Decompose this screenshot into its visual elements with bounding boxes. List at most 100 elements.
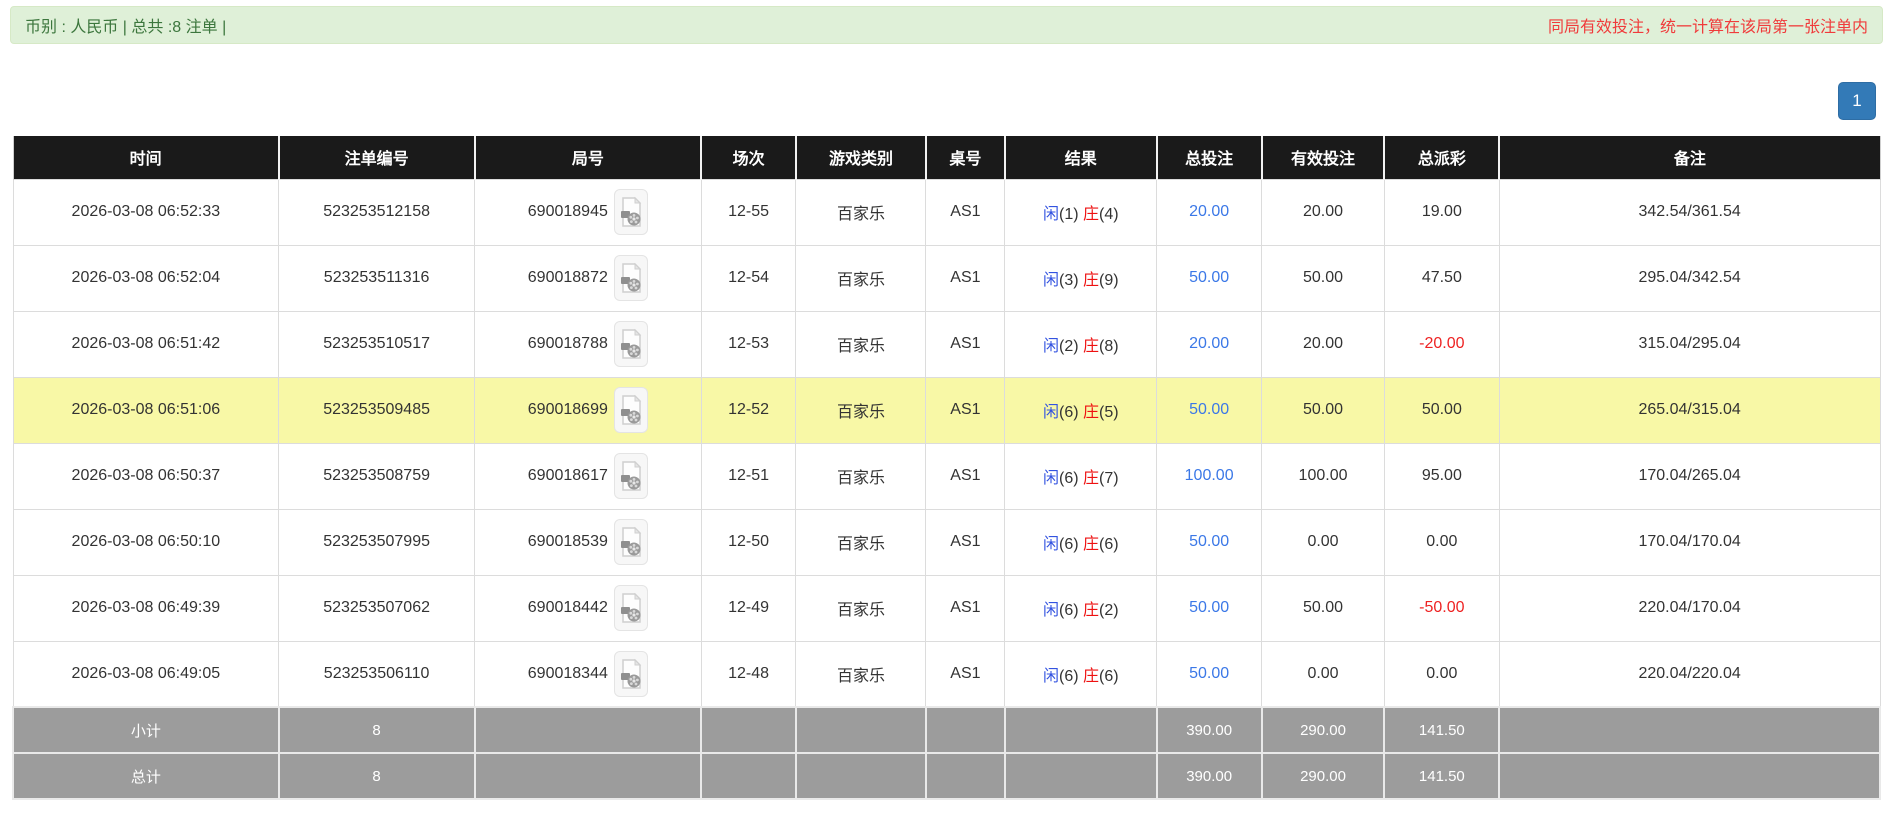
payout: 50.00 (1383, 376, 1500, 444)
col-header-total-bet: 总投注 (1155, 136, 1263, 179)
total-bet-cell: 50.00 (1156, 244, 1263, 312)
result-banker-label: 庄 (1083, 602, 1100, 619)
bet-record-row[interactable]: 2026-03-08 06:51:06 523253509485 6900186… (12, 376, 1881, 444)
video-replay-button[interactable] (613, 321, 648, 367)
game-type: 百家乐 (795, 376, 927, 444)
game-type: 百家乐 (795, 442, 927, 510)
film-file-icon (620, 196, 642, 227)
table-no: AS1 (925, 376, 1006, 444)
bet-time: 2026-03-08 06:51:06 (12, 376, 280, 444)
film-file-icon (620, 262, 642, 293)
total-bet-link[interactable]: 20.00 (1189, 203, 1230, 220)
total-bet-cell: 100.00 (1156, 442, 1263, 510)
table-no: AS1 (925, 640, 1006, 708)
result-banker-label: 庄 (1083, 404, 1100, 421)
col-header-game-type: 游戏类别 (794, 136, 927, 179)
subtotal-row: 小计 8 390.00 290.00 141.50 (12, 706, 1881, 754)
film-file-icon (620, 328, 642, 359)
total-bet-link[interactable]: 50.00 (1189, 401, 1230, 418)
table-header-row: 时间 注单编号 局号 场次 游戏类别 桌号 结果 总投注 有效投注 总派彩 备注 (12, 136, 1881, 179)
game-type: 百家乐 (795, 178, 927, 246)
remark: 315.04/295.04 (1498, 310, 1881, 378)
result-banker-label: 庄 (1083, 272, 1100, 289)
table-no: AS1 (925, 310, 1006, 378)
col-header-bet-id: 注单编号 (277, 136, 476, 179)
bet-record-row[interactable]: 2026-03-08 06:52:33 523253512158 6900189… (12, 178, 1881, 246)
game-no: 690018945 (527, 203, 608, 220)
total-bet-cell: 50.00 (1156, 574, 1263, 642)
total-bet-link[interactable]: 50.00 (1189, 533, 1230, 550)
total-bet-cell: 50.00 (1156, 640, 1263, 708)
bet-record-row[interactable]: 2026-03-08 06:52:04 523253511316 6900188… (12, 244, 1881, 312)
game-no-cell: 690018617 (474, 442, 702, 510)
valid-bet: 50.00 (1261, 574, 1385, 642)
bet-time: 2026-03-08 06:50:37 (12, 442, 280, 510)
game-type: 百家乐 (795, 640, 927, 708)
page-1-button[interactable]: 1 (1838, 82, 1876, 120)
subtotal-payout: 141.50 (1383, 706, 1501, 754)
bet-time: 2026-03-08 06:52:33 (12, 178, 280, 246)
same-round-notice-text: 同局有效投注，统一计算在该局第一张注单内 (1547, 19, 1868, 36)
total-bet-link[interactable]: 50.00 (1189, 269, 1230, 286)
col-header-valid-bet: 有效投注 (1260, 136, 1386, 179)
bet-time: 2026-03-08 06:51:42 (12, 310, 280, 378)
subtotal-label: 小计 (12, 706, 280, 754)
result-banker-count: (6) (1099, 536, 1119, 553)
video-replay-button[interactable] (613, 650, 648, 697)
remark: 342.54/361.54 (1498, 178, 1881, 246)
valid-bet: 0.00 (1261, 508, 1385, 576)
result-player-label: 闲 (1042, 272, 1059, 289)
result-cell: 闲(3) 庄(9) (1004, 244, 1158, 312)
game-type: 百家乐 (795, 508, 927, 576)
result-banker-label: 庄 (1083, 338, 1100, 355)
valid-bet: 0.00 (1261, 640, 1385, 708)
total-bet-link[interactable]: 20.00 (1189, 335, 1230, 352)
result-player-count: (6) (1058, 536, 1079, 553)
game-no: 690018872 (527, 269, 608, 286)
bet-record-row[interactable]: 2026-03-08 06:50:37 523253508759 6900186… (12, 442, 1881, 510)
payout: -50.00 (1383, 574, 1500, 642)
session-no: 12-50 (700, 508, 797, 576)
video-replay-button[interactable] (613, 585, 648, 631)
bet-id: 523253508759 (278, 442, 476, 510)
grand-total-label: 总计 (12, 752, 280, 800)
total-bet-link[interactable]: 50.00 (1189, 664, 1230, 682)
game-no: 690018442 (527, 599, 608, 616)
col-header-time: 时间 (12, 136, 280, 179)
result-cell: 闲(6) 庄(5) (1004, 376, 1158, 444)
bet-record-row[interactable]: 2026-03-08 06:49:39 523253507062 6900184… (12, 574, 1881, 642)
session-no: 12-51 (700, 442, 797, 510)
result-banker-count: (4) (1099, 206, 1119, 223)
subtotal-total-bet: 390.00 (1155, 706, 1263, 754)
remark: 295.04/342.54 (1498, 244, 1881, 312)
game-type: 百家乐 (795, 574, 927, 642)
video-replay-button[interactable] (613, 387, 648, 433)
result-player-count: (6) (1058, 602, 1079, 619)
total-bet-cell: 50.00 (1156, 508, 1263, 576)
bet-record-row[interactable]: 2026-03-08 06:50:10 523253507995 6900185… (12, 508, 1881, 576)
bet-record-row[interactable]: 2026-03-08 06:51:42 523253510517 6900187… (12, 310, 1881, 378)
valid-bet: 20.00 (1261, 310, 1385, 378)
bet-record-row[interactable]: 2026-03-08 06:49:05 523253506110 6900183… (12, 640, 1881, 708)
video-replay-button[interactable] (613, 519, 648, 565)
result-player-label: 闲 (1042, 536, 1059, 553)
result-cell: 闲(6) 庄(7) (1004, 442, 1158, 510)
result-player-label: 闲 (1042, 338, 1059, 355)
payout: -20.00 (1383, 310, 1500, 378)
game-no-cell: 690018699 (474, 376, 702, 444)
grand-total-total-bet: 390.00 (1155, 752, 1263, 800)
total-bet-link[interactable]: 100.00 (1184, 467, 1234, 484)
bet-id: 523253507062 (278, 574, 476, 642)
total-bet-link[interactable]: 50.00 (1189, 599, 1230, 616)
result-player-label: 闲 (1042, 206, 1059, 223)
result-banker-count: (9) (1099, 272, 1119, 289)
result-cell: 闲(6) 庄(6) (1004, 508, 1158, 576)
subtotal-count: 8 (277, 706, 476, 754)
game-no: 690018788 (527, 335, 608, 352)
video-replay-button[interactable] (613, 189, 648, 235)
result-banker-count: (8) (1099, 338, 1119, 355)
video-replay-button[interactable] (613, 255, 648, 301)
video-replay-button[interactable] (613, 453, 648, 499)
result-banker-label: 庄 (1083, 667, 1100, 685)
game-no-cell: 690018945 (474, 178, 702, 246)
